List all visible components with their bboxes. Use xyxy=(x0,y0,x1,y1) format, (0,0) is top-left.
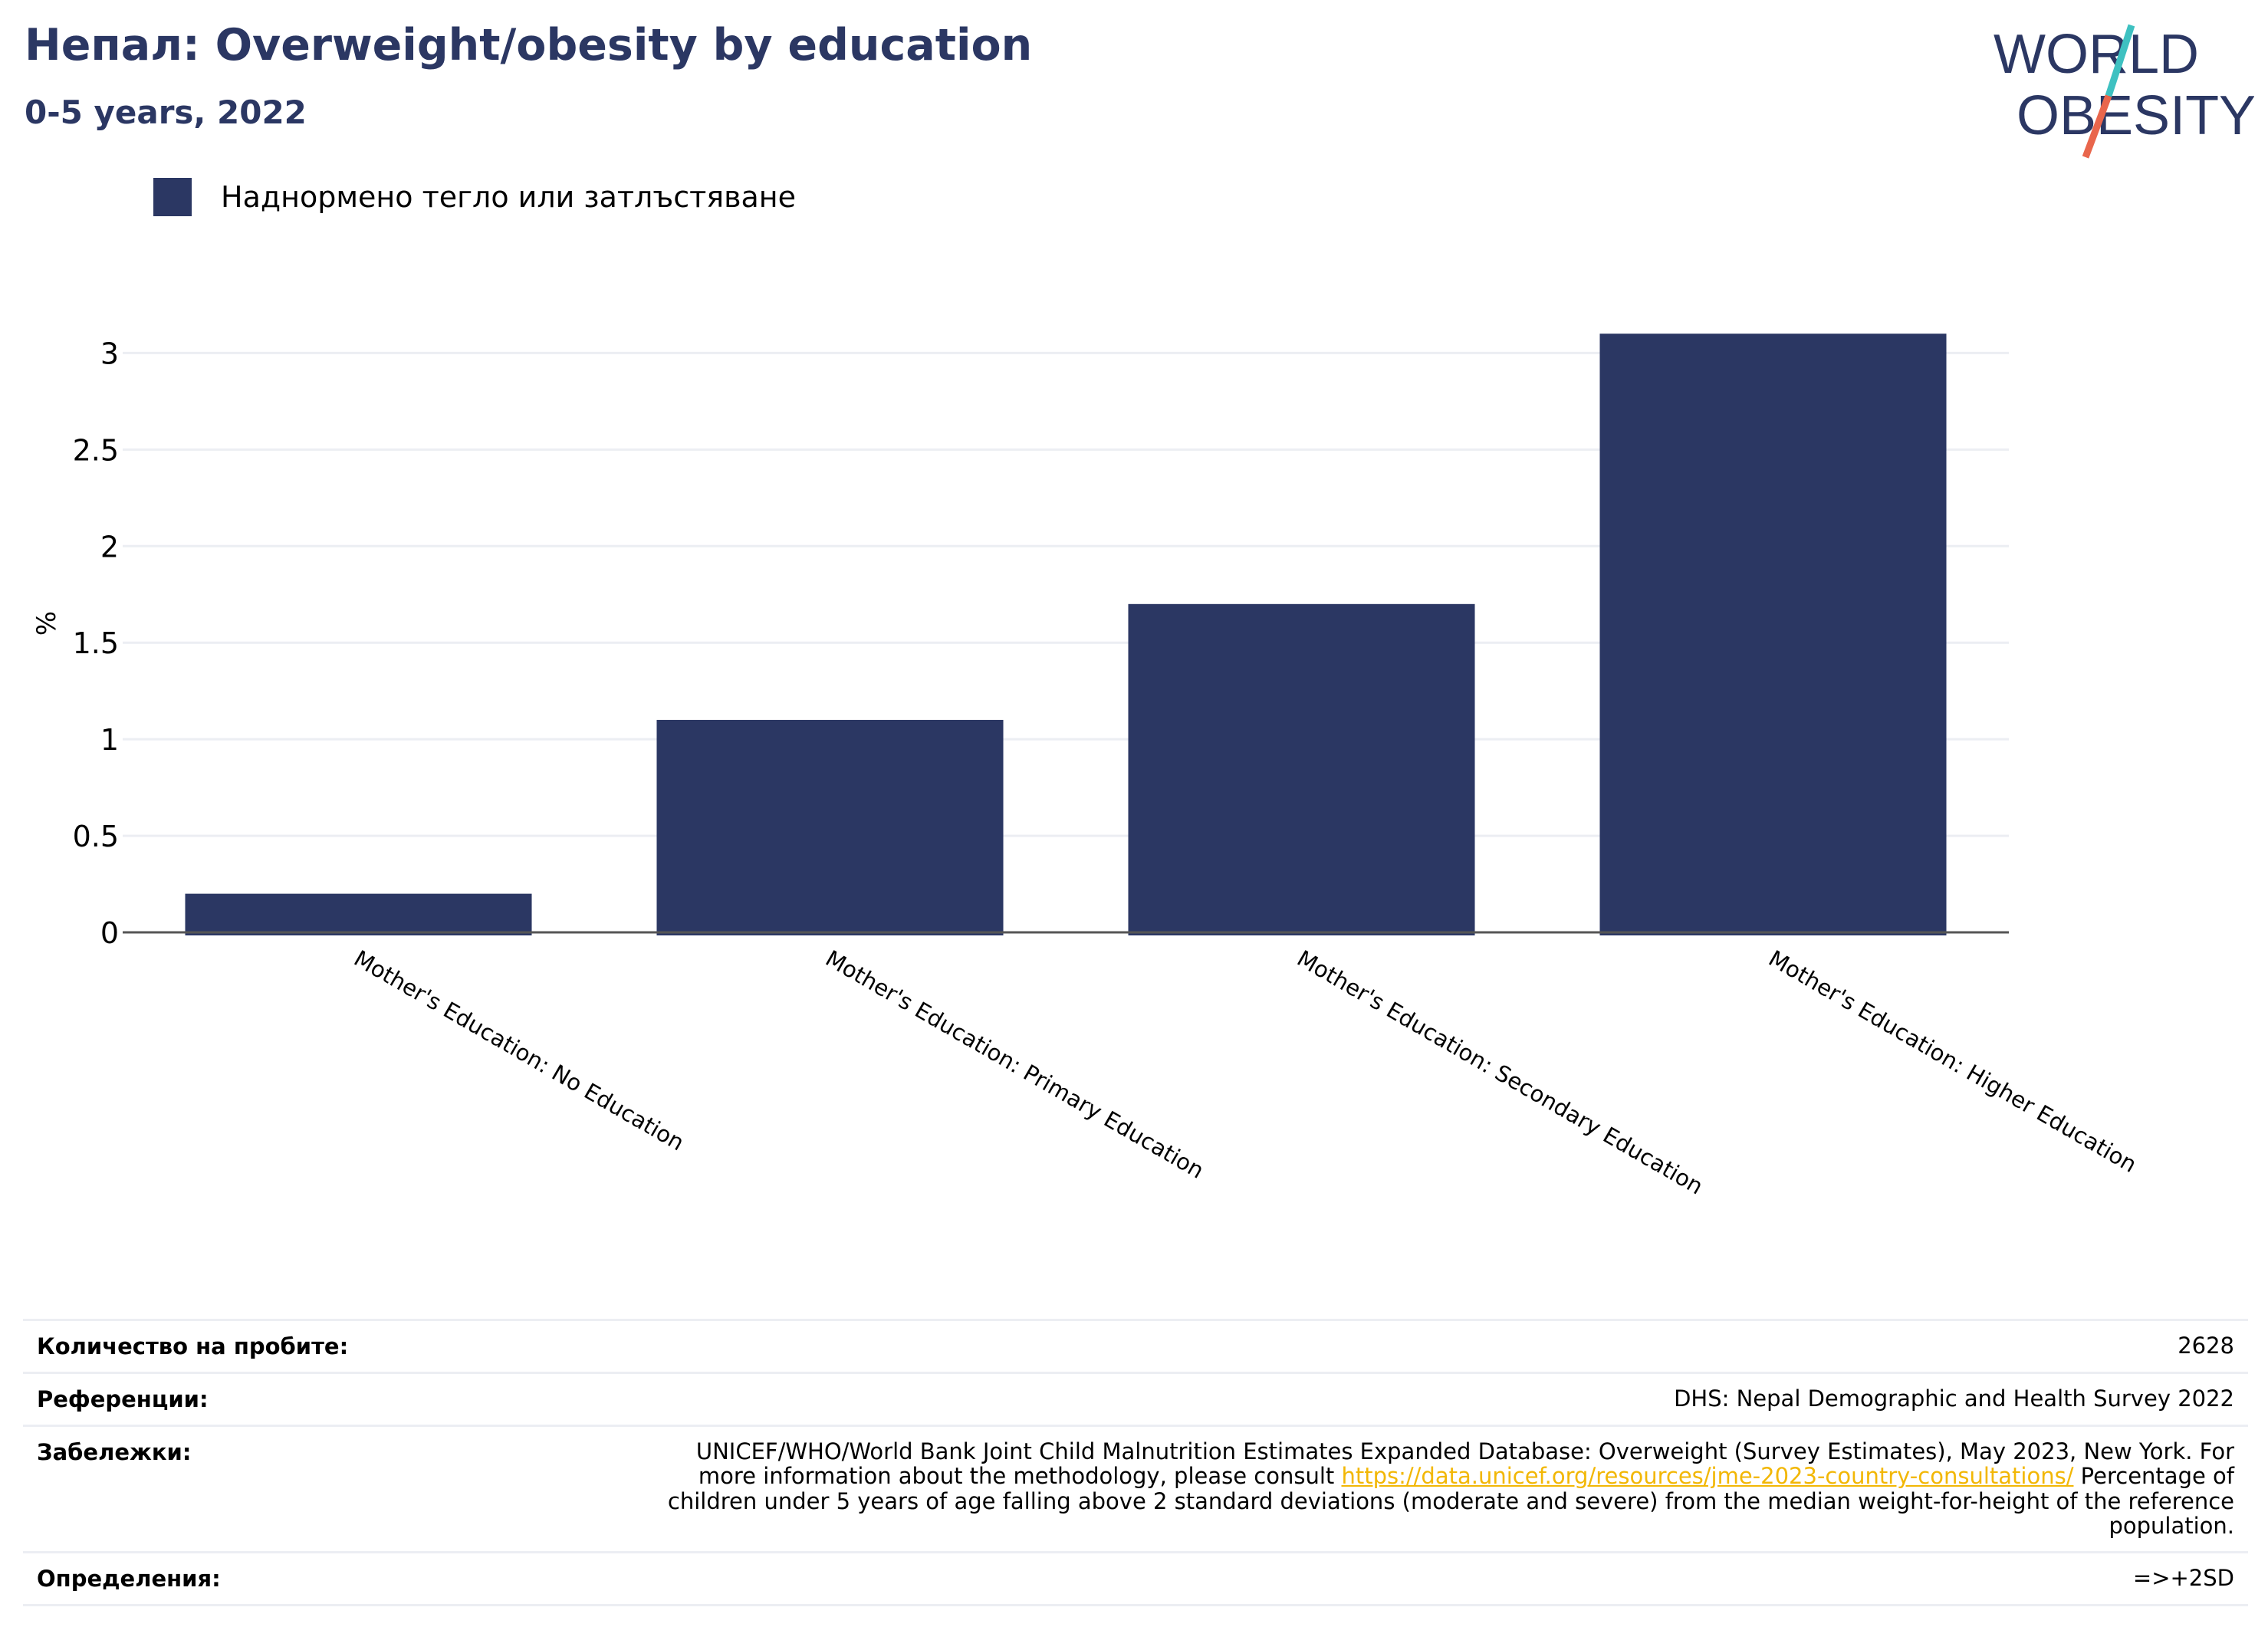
notes-text-post: Percentage of children under 5 years of … xyxy=(667,1463,2234,1540)
y-tick-label: 2 xyxy=(100,530,119,564)
methodology-link[interactable]: https://data.unicef.org/resources/jme-20… xyxy=(1341,1463,2074,1490)
bar xyxy=(185,893,532,935)
footer-table: Количество на пробите: 2628 Референции: … xyxy=(23,1319,2248,1606)
y-tick-label: 0 xyxy=(100,916,119,950)
y-axis-label: % xyxy=(31,611,62,636)
footer-value: UNICEF/WHO/World Bank Joint Child Malnut… xyxy=(655,1439,2234,1539)
footer-value: DHS: Nepal Demographic and Health Survey… xyxy=(1674,1385,2234,1412)
footer-key: Референции: xyxy=(37,1386,209,1412)
chart-subtitle: 0-5 years, 2022 xyxy=(25,94,307,131)
notes-text-pre: UNICEF/WHO/World Bank Joint Child Malnut… xyxy=(695,1438,2234,1490)
bar xyxy=(1599,334,1947,935)
footer-key: Определения: xyxy=(37,1565,221,1592)
y-tick-label: 1.5 xyxy=(73,626,119,660)
footer-row-references: Референции: DHS: Nepal Demographic and H… xyxy=(23,1372,2248,1425)
footer-key: Количество на пробите: xyxy=(37,1333,349,1359)
footer-key: Забележки: xyxy=(37,1439,192,1465)
bar xyxy=(1128,603,1475,935)
logo-slash-red xyxy=(2082,94,2112,159)
x-tick-label: Mother's Education: Higher Education xyxy=(1764,945,2141,1178)
x-tick-label: Mother's Education: Primary Education xyxy=(821,945,1208,1184)
legend: Наднормено тегло или затлъстяване xyxy=(153,178,796,216)
legend-label: Наднормено тегло или затлъстяване xyxy=(221,180,796,214)
logo-slash-teal xyxy=(2105,24,2135,97)
chart-title: Непал: Overweight/obesity by education xyxy=(25,20,1033,71)
footer-value: =>+2SD xyxy=(2132,1564,2234,1591)
y-tick-label: 1 xyxy=(100,723,119,757)
footer-value: 2628 xyxy=(2178,1333,2234,1359)
world-obesity-logo: WORLD OBESITY xyxy=(1994,24,2254,159)
x-tick-label: Mother's Education: Secondary Education xyxy=(1293,945,1708,1200)
y-tick-label: 3 xyxy=(100,337,119,370)
legend-swatch xyxy=(153,178,192,216)
footer-row-notes: Забележки: UNICEF/WHO/World Bank Joint C… xyxy=(23,1425,2248,1551)
y-tick-label: 2.5 xyxy=(73,433,119,467)
bar-chart: 0 0.5 1 1.5 2 2.5 3% Mother's Education: No Edu… xyxy=(31,334,2141,1200)
x-tick-label: Mother's Education: No Education xyxy=(350,945,689,1156)
footer-row-definitions: Определения: =>+2SD xyxy=(23,1550,2248,1606)
logo-text-world: WORLD xyxy=(1994,24,2199,85)
footer-row-samples: Количество на пробите: 2628 xyxy=(23,1319,2248,1372)
bar xyxy=(656,719,1004,935)
logo-text-obesity: OBESITY xyxy=(2017,85,2254,146)
y-tick-label: 0.5 xyxy=(73,820,119,853)
